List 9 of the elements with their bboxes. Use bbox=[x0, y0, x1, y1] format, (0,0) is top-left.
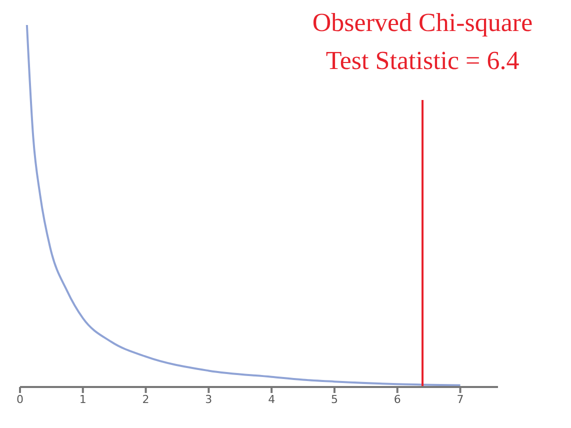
ref-line-label: Observed Chi-square Test Statistic = 6.4 bbox=[312, 8, 533, 75]
x-tick-label: 0 bbox=[16, 392, 24, 406]
x-tick-label: 3 bbox=[205, 392, 212, 406]
x-tick-label: 1 bbox=[79, 392, 86, 406]
x-tick-label: 2 bbox=[142, 392, 150, 406]
x-tick-label: 7 bbox=[456, 392, 464, 406]
x-tick-label: 4 bbox=[268, 392, 276, 406]
x-tick-label: 6 bbox=[394, 392, 401, 406]
x-tick-label: 5 bbox=[330, 392, 338, 406]
